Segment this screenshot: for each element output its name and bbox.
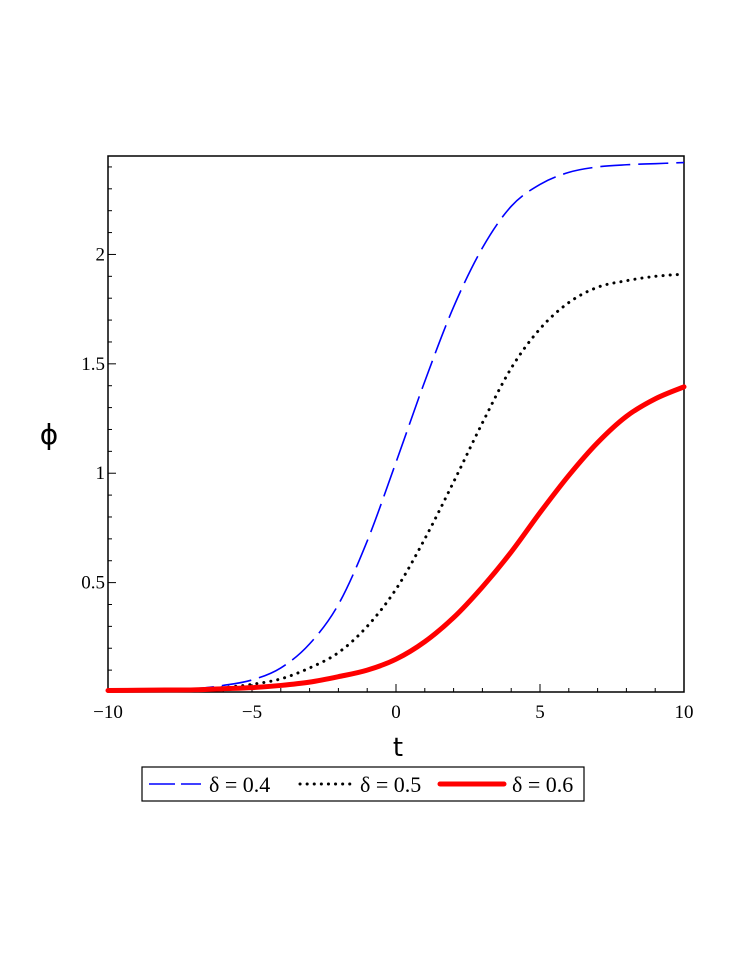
series-line-1 (107, 161, 685, 692)
x-tick-label: 10 (675, 702, 694, 723)
axis-ticks (107, 166, 685, 692)
series-line-2 (106, 272, 686, 692)
x-tick-label: −5 (242, 702, 262, 723)
legend: δ = 0.4 δ = 0.5 δ = 0.6 (141, 766, 585, 802)
y-axis-title: ϕ (40, 418, 58, 451)
y-tick-label: 0.5 (81, 573, 105, 594)
plot-frame (107, 155, 685, 693)
x-axis-title: t (393, 733, 403, 763)
y-tick-label: 1.5 (81, 354, 105, 375)
x-tick-label: −10 (93, 702, 123, 723)
legend-box (141, 766, 585, 802)
legend-label-3: δ = 0.6 (512, 772, 573, 797)
series-lines (105, 161, 687, 693)
x-tick-label: 5 (535, 702, 545, 723)
legend-label-2: δ = 0.5 (360, 772, 421, 797)
y-tick-label: 1 (96, 463, 106, 484)
y-tick-label: 2 (96, 244, 106, 265)
series-line-3 (105, 384, 687, 693)
x-tick-label: 0 (391, 702, 401, 723)
tick-labels: −10 −5 0 5 10 0.5 1 1.5 2 (81, 244, 693, 723)
legend-label-1: δ = 0.4 (209, 772, 270, 797)
